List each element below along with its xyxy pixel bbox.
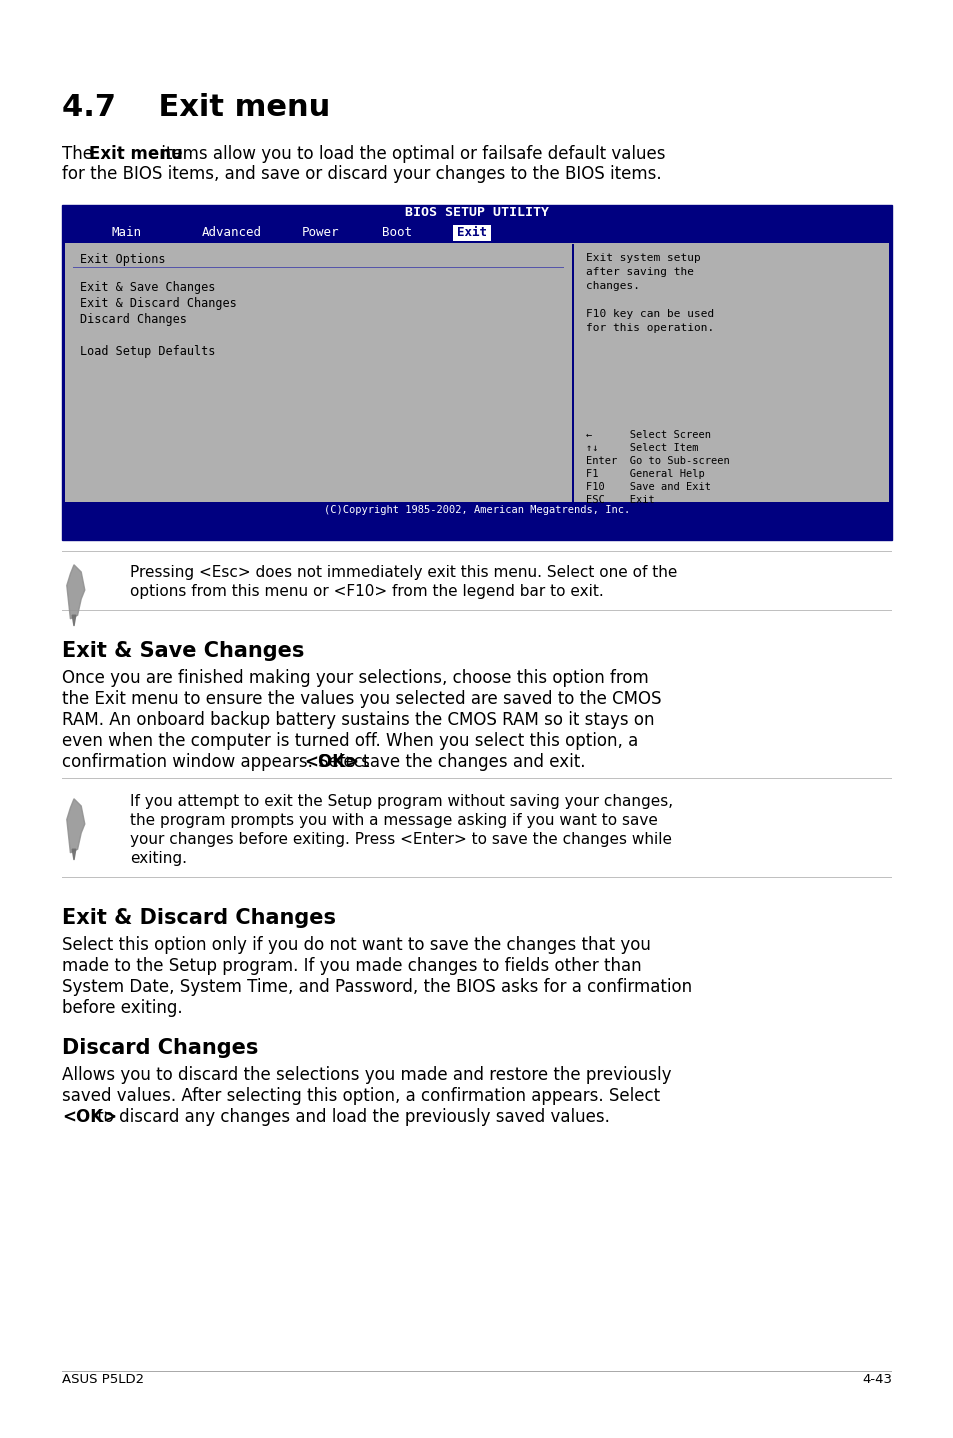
Text: saved values. After selecting this option, a confirmation appears. Select: saved values. After selecting this optio…: [62, 1087, 659, 1104]
Text: items allow you to load the optimal or failsafe default values: items allow you to load the optimal or f…: [156, 145, 665, 162]
Text: ←      Select Screen: ← Select Screen: [585, 430, 710, 440]
Text: F1     General Help: F1 General Help: [585, 469, 703, 479]
Text: Pressing <Esc> does not immediately exit this menu. Select one of the: Pressing <Esc> does not immediately exit…: [130, 565, 677, 580]
Text: Once you are finished making your selections, choose this option from: Once you are finished making your select…: [62, 669, 648, 687]
Text: Load Setup Defaults: Load Setup Defaults: [80, 345, 215, 358]
Text: confirmation window appears. Select: confirmation window appears. Select: [62, 754, 375, 771]
Bar: [62, 206, 891, 541]
Text: Advanced: Advanced: [202, 226, 262, 239]
Text: the Exit menu to ensure the values you selected are saved to the CMOS: the Exit menu to ensure the values you s…: [62, 690, 660, 707]
Text: even when the computer is turned off. When you select this option, a: even when the computer is turned off. Wh…: [62, 732, 638, 751]
Text: before exiting.: before exiting.: [62, 999, 182, 1017]
Text: RAM. An onboard backup battery sustains the CMOS RAM so it stays on: RAM. An onboard backup battery sustains …: [62, 710, 654, 729]
Text: made to the Setup program. If you made changes to fields other than: made to the Setup program. If you made c…: [62, 958, 641, 975]
Text: ↑↓     Select Item: ↑↓ Select Item: [585, 443, 698, 453]
Text: your changes before exiting. Press <Enter> to save the changes while: your changes before exiting. Press <Ente…: [130, 833, 671, 847]
Text: Exit & Discard Changes: Exit & Discard Changes: [80, 298, 236, 311]
Text: <OK>: <OK>: [62, 1109, 117, 1126]
Text: System Date, System Time, and Password, the BIOS asks for a confirmation: System Date, System Time, and Password, …: [62, 978, 691, 997]
Text: Select this option only if you do not want to save the changes that you: Select this option only if you do not wa…: [62, 936, 650, 953]
Text: to discard any changes and load the previously saved values.: to discard any changes and load the prev…: [91, 1109, 609, 1126]
Polygon shape: [72, 850, 75, 860]
Text: F10 key can be used: F10 key can be used: [585, 309, 713, 319]
Text: (C)Copyright 1985-2002, American Megatrends, Inc.: (C)Copyright 1985-2002, American Megatre…: [323, 505, 630, 515]
Text: BIOS SETUP UTILITY: BIOS SETUP UTILITY: [405, 206, 548, 219]
Bar: [571, 244, 573, 519]
Text: exiting.: exiting.: [130, 851, 187, 866]
Bar: [453, 224, 491, 242]
Text: Boot: Boot: [381, 226, 412, 239]
Text: Exit & Save Changes: Exit & Save Changes: [80, 280, 215, 293]
Text: Exit: Exit: [456, 226, 486, 239]
Text: The: The: [62, 145, 98, 162]
Text: F10    Save and Exit: F10 Save and Exit: [585, 482, 710, 492]
Bar: [65, 502, 888, 521]
Text: Exit menu: Exit menu: [89, 145, 182, 162]
Text: changes.: changes.: [585, 280, 639, 290]
Text: <OK>: <OK>: [304, 754, 358, 771]
Text: for this operation.: for this operation.: [585, 324, 713, 334]
Text: Main: Main: [112, 226, 142, 239]
Polygon shape: [72, 615, 75, 626]
Text: the program prompts you with a message asking if you want to save: the program prompts you with a message a…: [130, 812, 658, 828]
Text: Allows you to discard the selections you made and restore the previously: Allows you to discard the selections you…: [62, 1066, 671, 1084]
Polygon shape: [67, 565, 85, 618]
Text: 4.7    Exit menu: 4.7 Exit menu: [62, 93, 330, 122]
Text: 4-43: 4-43: [862, 1373, 891, 1386]
Text: ASUS P5LD2: ASUS P5LD2: [62, 1373, 144, 1386]
Text: Exit & Save Changes: Exit & Save Changes: [62, 641, 304, 661]
Text: for the BIOS items, and save or discard your changes to the BIOS items.: for the BIOS items, and save or discard …: [62, 165, 661, 183]
Text: Discard Changes: Discard Changes: [62, 1038, 258, 1058]
Text: Exit system setup: Exit system setup: [585, 253, 700, 263]
Text: Discard Changes: Discard Changes: [80, 313, 187, 326]
Text: If you attempt to exit the Setup program without saving your changes,: If you attempt to exit the Setup program…: [130, 794, 673, 810]
Text: options from this menu or <F10> from the legend bar to exit.: options from this menu or <F10> from the…: [130, 584, 603, 600]
Text: to save the changes and exit.: to save the changes and exit.: [334, 754, 585, 771]
Text: Exit & Discard Changes: Exit & Discard Changes: [62, 907, 335, 928]
Text: Power: Power: [302, 226, 339, 239]
Bar: [65, 243, 888, 521]
Text: ESC    Exit: ESC Exit: [585, 495, 654, 505]
Polygon shape: [67, 798, 85, 853]
Text: after saving the: after saving the: [585, 267, 693, 278]
Text: Exit Options: Exit Options: [80, 253, 165, 266]
Text: Enter  Go to Sub-screen: Enter Go to Sub-screen: [585, 456, 729, 466]
